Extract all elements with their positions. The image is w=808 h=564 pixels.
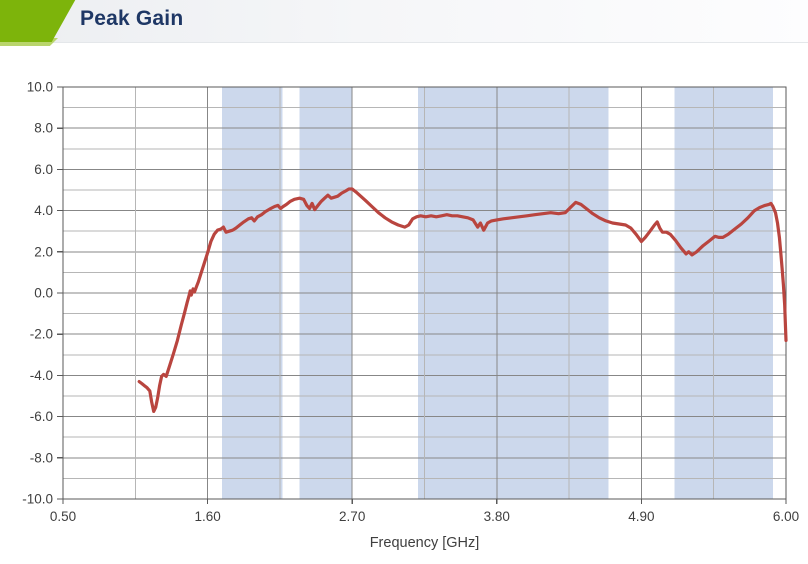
y-axis-label: 6.0 bbox=[34, 162, 53, 177]
x-axis-label: 1.60 bbox=[194, 509, 220, 524]
x-axis-label: 0.50 bbox=[50, 509, 76, 524]
y-axis-label: -8.0 bbox=[30, 450, 53, 465]
y-axis-label: 10.0 bbox=[27, 80, 53, 95]
y-axis-label: -10.0 bbox=[22, 492, 53, 507]
y-axis-label: 0.0 bbox=[34, 286, 53, 301]
y-axis-label: 8.0 bbox=[34, 121, 53, 136]
x-axis-label: 6.00 bbox=[773, 509, 799, 524]
header-accent bbox=[0, 0, 76, 42]
y-axis-label: 2.0 bbox=[34, 244, 53, 259]
y-axis-label: 4.0 bbox=[34, 203, 53, 218]
page-header: Peak Gain bbox=[0, 0, 808, 46]
x-axis-label: 4.90 bbox=[628, 509, 654, 524]
page-title: Peak Gain bbox=[80, 7, 184, 30]
y-axis-label: -6.0 bbox=[30, 409, 53, 424]
gain-curve bbox=[137, 187, 788, 413]
x-axis-label: 3.80 bbox=[484, 509, 510, 524]
y-axis-label: -2.0 bbox=[30, 327, 53, 342]
y-axis-label: -4.0 bbox=[30, 368, 53, 383]
x-axis-label: 2.70 bbox=[339, 509, 365, 524]
header-accent-light bbox=[0, 38, 58, 46]
x-axis-title: Frequency [GHz] bbox=[370, 535, 480, 551]
